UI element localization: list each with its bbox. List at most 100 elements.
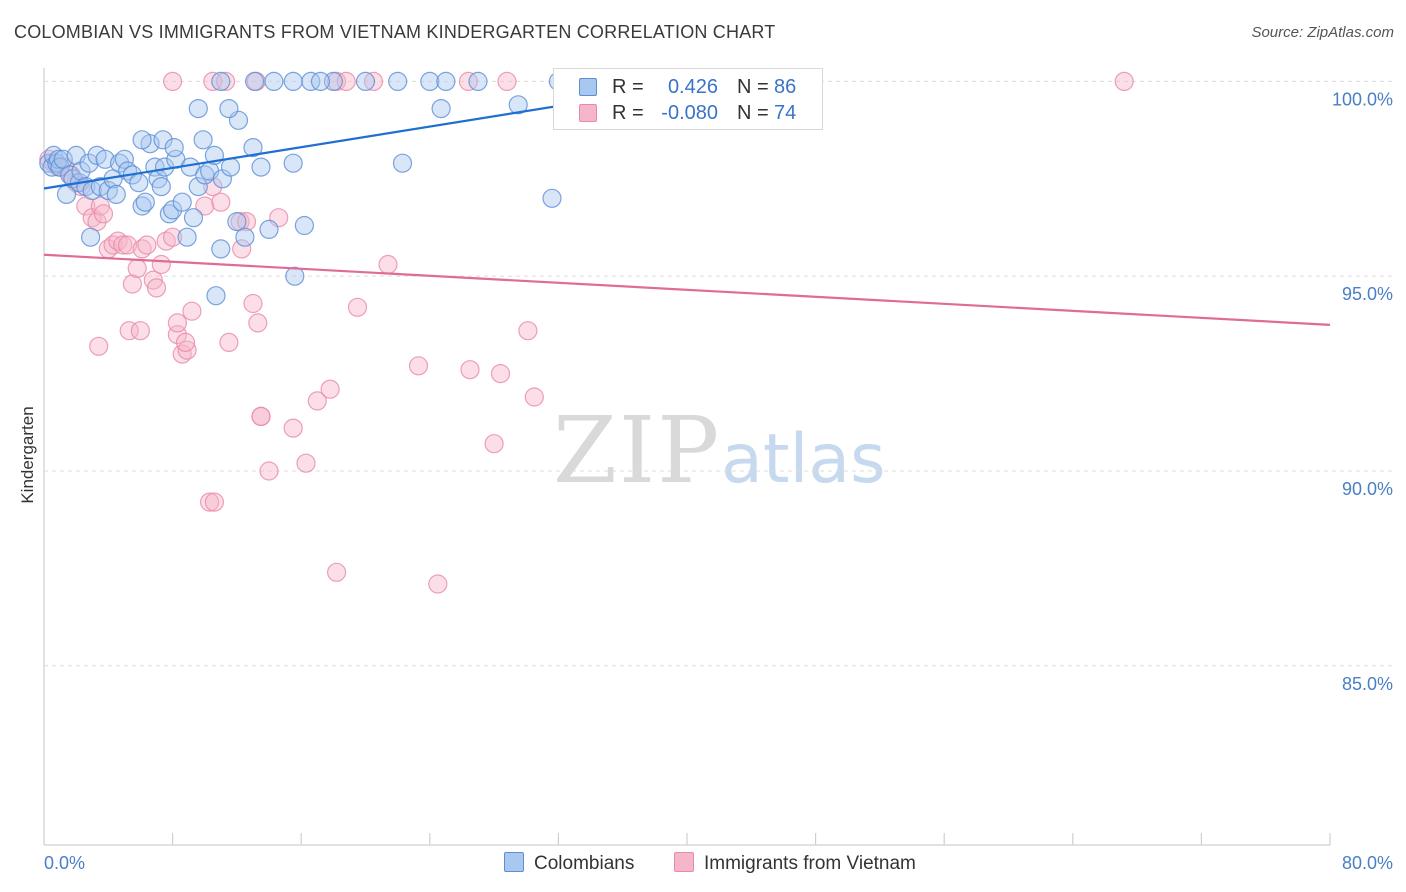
colombian-point xyxy=(193,130,213,150)
colombian-point xyxy=(219,98,239,119)
grid-layer xyxy=(44,80,1392,667)
x-tick-label-max: 80.0% xyxy=(1342,853,1393,873)
colombian-point xyxy=(243,138,263,158)
vietnam-point xyxy=(248,313,268,333)
vietnam-point xyxy=(204,492,224,512)
vietnam-point xyxy=(236,212,257,232)
vietnam-point xyxy=(175,332,196,352)
colombian-point xyxy=(392,153,413,173)
legend-n-value: 74 xyxy=(774,102,797,124)
vietnam-point xyxy=(130,321,150,341)
bottom-legend-swatch-blue xyxy=(504,852,524,872)
colombian-point xyxy=(259,219,279,239)
vietnam-point xyxy=(320,379,340,399)
colombian-point xyxy=(285,266,305,286)
vietnam-point xyxy=(283,418,303,438)
vietnam-point xyxy=(251,406,271,426)
watermark-atlas: atlas xyxy=(721,420,886,499)
vietnam-point xyxy=(117,235,138,255)
watermark-zip: ZIP xyxy=(553,397,722,504)
vietnam-point xyxy=(296,453,316,473)
label-layer: 85.0% 90.0% 95.0% 100.0% 0.0% 80.0% xyxy=(44,89,1393,873)
colombian-point xyxy=(508,95,528,115)
legend-row-colombians: R = 0.426 N = 86 xyxy=(554,74,822,100)
vietnam-point xyxy=(113,235,133,255)
colombian-point xyxy=(211,239,231,259)
vietnam-point xyxy=(216,71,236,92)
colombian-point xyxy=(95,149,115,169)
legend-r-label: R = xyxy=(612,76,644,98)
legend-n-label: N = xyxy=(737,76,769,98)
vietnam-point xyxy=(182,301,202,321)
legend-n-label: N = xyxy=(737,102,769,124)
colombian-point xyxy=(227,212,247,232)
vietnam-point xyxy=(428,574,448,594)
vietnam-point xyxy=(137,235,157,255)
vietnam-point xyxy=(363,71,384,92)
colombian-point xyxy=(135,192,155,212)
colombian-point xyxy=(294,215,314,236)
vietnam-point xyxy=(307,391,327,411)
legend-r-label: R = xyxy=(612,102,644,124)
vietnam-point xyxy=(1114,71,1134,92)
vietnam-point xyxy=(200,492,220,512)
colombian-point xyxy=(211,71,231,92)
vietnam-point xyxy=(518,321,538,341)
colombian-point xyxy=(188,177,208,197)
colombian-point xyxy=(264,71,284,92)
colombian-point xyxy=(151,177,171,197)
colombian-point xyxy=(79,153,99,173)
vietnam-point xyxy=(219,332,239,352)
chart-title: COLOMBIAN VS IMMIGRANTS FROM VIETNAM KIN… xyxy=(14,22,776,42)
vietnam-point xyxy=(93,204,114,224)
colombian-point xyxy=(172,192,192,212)
colombian-point xyxy=(251,157,271,177)
colombian-point xyxy=(283,153,303,173)
colombian-point xyxy=(420,71,440,92)
vietnam-point xyxy=(119,321,139,341)
colombian-point xyxy=(283,71,303,92)
vietnam-point xyxy=(259,461,279,481)
legend-r-value: 0.426 xyxy=(667,76,718,98)
colombian-point xyxy=(163,200,183,220)
vietnam-point xyxy=(127,258,147,278)
colombian-point xyxy=(164,138,184,158)
legend-swatch-blue xyxy=(579,78,597,96)
source-credit: Source: ZipAtlas.com xyxy=(1251,24,1394,41)
vietnam-point xyxy=(524,387,544,407)
colombian-point xyxy=(220,157,241,177)
bottom-legend-vietnam: Immigrants from Vietnam xyxy=(674,852,916,876)
legend-n-value: 86 xyxy=(774,76,797,98)
y-tick-label: 95.0% xyxy=(1342,284,1393,304)
legend-row-vietnam: R = -0.080 N = 74 xyxy=(554,100,822,126)
colombian-point xyxy=(183,208,204,228)
bottom-legend-label: Immigrants from Vietnam xyxy=(704,853,916,874)
colombian-point xyxy=(132,130,152,150)
zipatlas-watermark: ZIPatlas xyxy=(553,405,886,497)
y-tick-label: 85.0% xyxy=(1342,674,1393,694)
colombian-point xyxy=(177,227,197,247)
vietnam-point xyxy=(378,254,398,275)
legend-r-value: -0.080 xyxy=(661,102,718,124)
vietnam-point xyxy=(497,71,517,92)
bottom-legend-label: Colombians xyxy=(534,853,635,874)
vietnam-point xyxy=(89,336,109,356)
vietnam-point xyxy=(458,71,478,92)
vietnam-point xyxy=(163,227,183,247)
vietnam-point xyxy=(327,562,347,582)
colombian-point xyxy=(310,71,331,92)
colombian-point xyxy=(71,161,91,181)
colombian-point xyxy=(129,173,149,193)
vietnam-point xyxy=(460,360,480,380)
vietnam-point xyxy=(122,274,142,294)
y-tick-label: 90.0% xyxy=(1342,479,1393,499)
colombian-point xyxy=(206,286,226,306)
legend-swatch-pink xyxy=(579,104,597,122)
correlation-legend: R = 0.426 N = 86 R = -0.080 N = 74 xyxy=(553,68,823,130)
colombian-point xyxy=(245,71,265,92)
vietnam-point xyxy=(243,293,263,314)
colombian-point xyxy=(388,71,408,92)
vietnam-point xyxy=(151,254,171,275)
y-tick-label: 100.0% xyxy=(1332,89,1393,109)
